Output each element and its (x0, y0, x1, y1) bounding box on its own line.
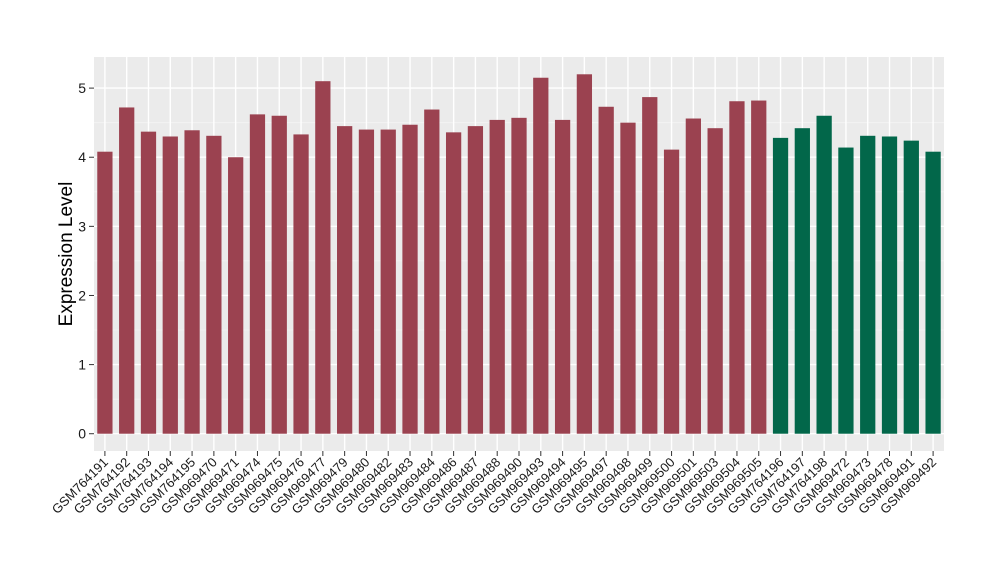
bar-GSM969484 (424, 109, 440, 434)
bar-GSM764193 (140, 131, 157, 434)
bar-GSM969476 (293, 134, 309, 434)
bar-GSM969494 (554, 119, 571, 434)
bar-GSM764197 (794, 128, 810, 434)
bar-GSM969480 (358, 129, 375, 434)
y-tick-label: 0 (78, 426, 86, 442)
bar-GSM969475 (271, 115, 287, 434)
bar-GSM969486 (445, 132, 462, 434)
bar-GSM969493 (533, 77, 549, 434)
bar-GSM969490 (511, 117, 527, 434)
bar-GSM969487 (467, 126, 484, 434)
bar-GSM969501 (685, 118, 701, 434)
y-tick-label: 1 (78, 357, 86, 373)
y-tick-label: 3 (78, 218, 86, 234)
bar-GSM969498 (620, 122, 636, 434)
y-axis: 0 1 2 3 4 5 (78, 80, 94, 442)
y-tick-label: 4 (78, 149, 86, 165)
bar-GSM969479 (337, 126, 353, 434)
bar-GSM969488 (489, 119, 505, 434)
bar-GSM764192 (119, 107, 135, 434)
x-axis: GSM764191GSM764192GSM764193GSM764194GSM7… (49, 451, 939, 517)
bar-GSM969471 (228, 157, 244, 434)
bar-GSM969500 (663, 149, 680, 434)
bar-GSM969472 (838, 147, 854, 434)
bar-GSM969478 (881, 136, 898, 434)
y-axis-title: Expression Level (56, 182, 77, 327)
bar-GSM764194 (162, 136, 178, 434)
bar-GSM969492 (925, 151, 941, 434)
bar-GSM969503 (707, 128, 723, 434)
bar-GSM969470 (206, 135, 222, 434)
bar-GSM969474 (249, 114, 266, 434)
bar-GSM969497 (598, 106, 614, 434)
bar-GSM969477 (315, 81, 331, 434)
bar-GSM969505 (751, 100, 767, 434)
y-tick-label: 5 (78, 80, 86, 96)
bar-GSM764191 (97, 151, 113, 434)
bar-GSM764196 (772, 137, 789, 434)
bars (97, 74, 941, 434)
bar-GSM969495 (576, 74, 593, 434)
bar-GSM969483 (402, 124, 418, 434)
bar-GSM969504 (729, 101, 745, 434)
y-tick-label: 2 (78, 287, 86, 303)
bar-GSM969482 (380, 129, 396, 434)
bar-GSM969499 (642, 97, 658, 434)
bar-GSM764198 (816, 115, 832, 434)
bar-GSM764195 (184, 130, 200, 434)
bar-GSM969473 (860, 135, 876, 434)
bar-GSM969491 (903, 140, 919, 434)
